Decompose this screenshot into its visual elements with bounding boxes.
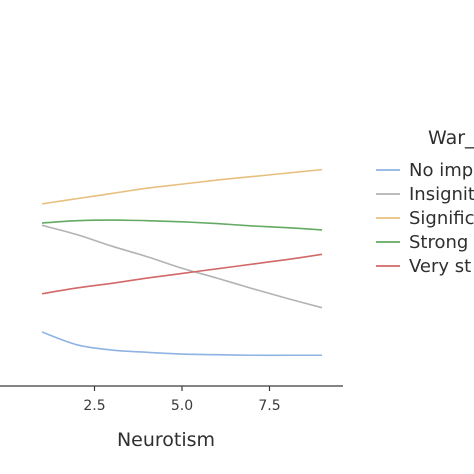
legend-items: No imp Insignit Signific Strong Very st	[376, 160, 474, 277]
legend-label: Insignit	[409, 184, 474, 205]
legend: War_ No imp Insignit Signific Strong Very st	[376, 127, 474, 277]
legend-label: No imp	[409, 160, 473, 181]
legend-label: Very st	[409, 256, 471, 277]
series-line-signific	[41, 168, 323, 205]
x-tick-label: 2.5	[83, 398, 105, 414]
series-line-very-st	[41, 253, 323, 295]
plot-lines	[41, 168, 323, 357]
series-line-no-imp	[41, 331, 322, 357]
x-tick-label: 5.0	[171, 398, 193, 414]
x-tick-label: 7.5	[258, 398, 280, 414]
x-axis-title: Neurotism	[117, 429, 215, 451]
legend-title: War_	[428, 127, 474, 149]
x-ticks: 2.5 5.0 7.5	[83, 386, 281, 414]
series-line-strong	[41, 219, 323, 231]
legend-label: Strong	[409, 232, 468, 253]
legend-label: Signific	[409, 208, 474, 229]
series-line-insignit	[41, 224, 323, 309]
